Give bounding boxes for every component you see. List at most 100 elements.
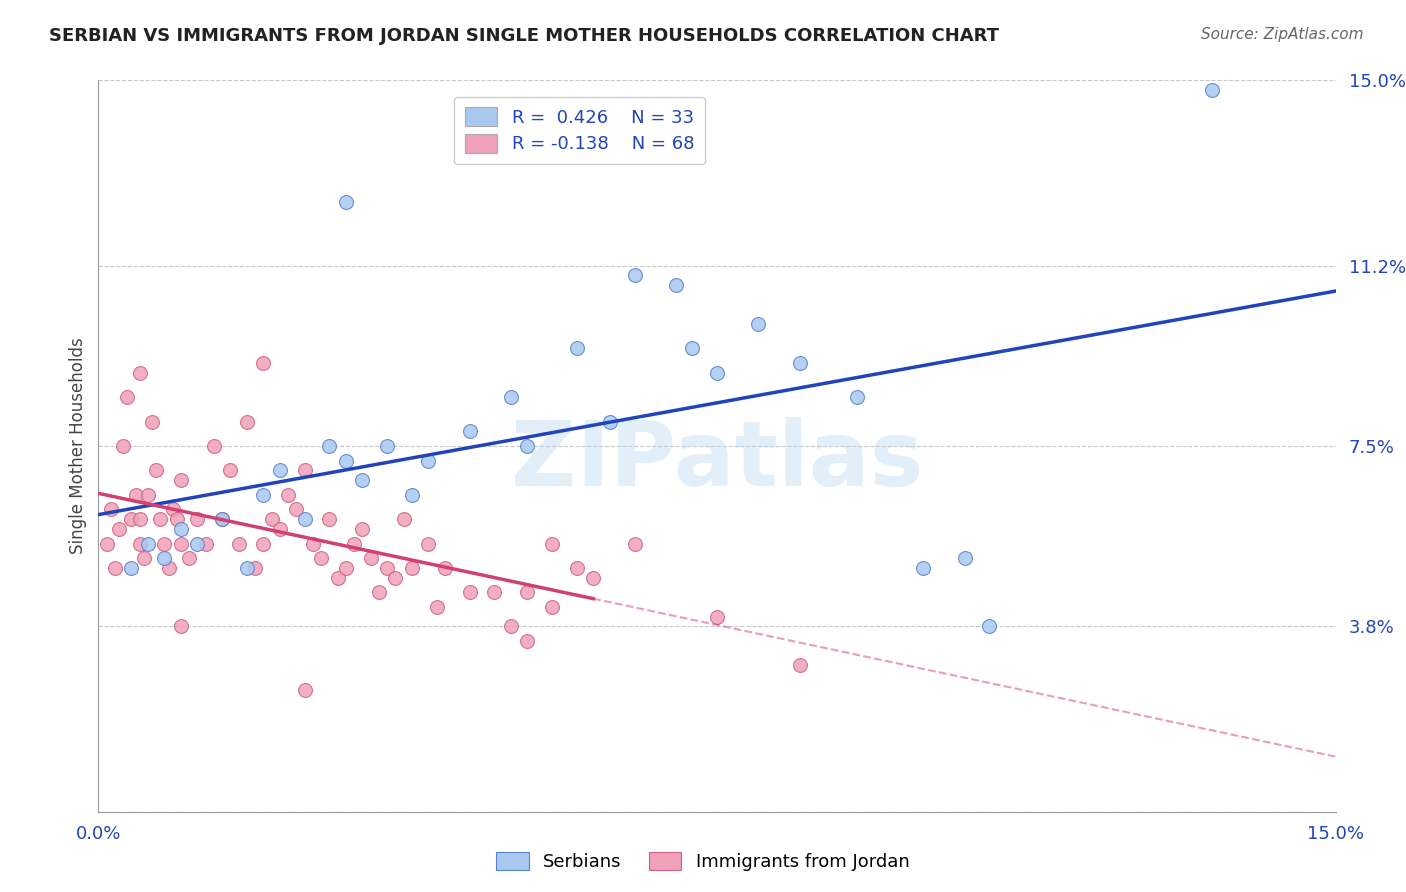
- Point: [499, 619, 522, 633]
- Point: [141, 415, 163, 429]
- Point: [706, 366, 728, 380]
- Point: [294, 682, 316, 697]
- Point: [117, 390, 139, 404]
- Point: [335, 195, 357, 210]
- Point: [565, 561, 588, 575]
- Point: [124, 488, 146, 502]
- Point: [149, 512, 172, 526]
- Point: [128, 512, 150, 526]
- Point: [120, 512, 142, 526]
- Point: [170, 473, 193, 487]
- Legend: R =  0.426    N = 33, R = -0.138    N = 68: R = 0.426 N = 33, R = -0.138 N = 68: [454, 96, 704, 164]
- Point: [145, 463, 167, 477]
- Point: [401, 561, 423, 575]
- Point: [104, 561, 127, 575]
- Point: [260, 512, 283, 526]
- Point: [132, 551, 155, 566]
- Point: [426, 599, 449, 614]
- Point: [236, 415, 259, 429]
- Point: [157, 561, 180, 575]
- Point: [170, 536, 193, 550]
- Point: [252, 488, 274, 502]
- Point: [979, 619, 1001, 633]
- Point: [108, 522, 131, 536]
- Point: [499, 390, 522, 404]
- Point: [318, 512, 340, 526]
- Point: [202, 439, 225, 453]
- Point: [516, 634, 538, 648]
- Point: [236, 561, 259, 575]
- Point: [219, 463, 242, 477]
- Point: [343, 536, 366, 550]
- Point: [367, 585, 389, 599]
- Point: [269, 522, 291, 536]
- Point: [269, 463, 291, 477]
- Point: [541, 599, 564, 614]
- Point: [681, 342, 703, 356]
- Point: [128, 366, 150, 380]
- Point: [252, 536, 274, 550]
- Point: [335, 453, 357, 467]
- Point: [384, 571, 406, 585]
- Point: [747, 317, 769, 331]
- Point: [179, 551, 201, 566]
- Point: [541, 536, 564, 550]
- Point: [211, 512, 233, 526]
- Point: [194, 536, 217, 550]
- Point: [418, 453, 440, 467]
- Point: [582, 571, 605, 585]
- Y-axis label: Single Mother Households: Single Mother Households: [69, 338, 87, 554]
- Point: [136, 536, 159, 550]
- Point: [100, 502, 122, 516]
- Point: [401, 488, 423, 502]
- Point: [458, 425, 481, 439]
- Text: Source: ZipAtlas.com: Source: ZipAtlas.com: [1201, 27, 1364, 42]
- Point: [458, 585, 481, 599]
- Point: [326, 571, 349, 585]
- Point: [352, 522, 374, 536]
- Point: [96, 536, 118, 550]
- Point: [153, 536, 176, 550]
- Point: [252, 356, 274, 370]
- Point: [294, 463, 316, 477]
- Point: [665, 278, 688, 293]
- Point: [153, 551, 176, 566]
- Point: [277, 488, 299, 502]
- Point: [912, 561, 935, 575]
- Point: [706, 609, 728, 624]
- Point: [375, 561, 398, 575]
- Point: [285, 502, 308, 516]
- Point: [128, 536, 150, 550]
- Point: [294, 512, 316, 526]
- Legend: Serbians, Immigrants from Jordan: Serbians, Immigrants from Jordan: [489, 845, 917, 879]
- Point: [1201, 83, 1223, 97]
- Point: [112, 439, 135, 453]
- Point: [392, 512, 415, 526]
- Point: [516, 585, 538, 599]
- Point: [302, 536, 325, 550]
- Point: [309, 551, 332, 566]
- Point: [375, 439, 398, 453]
- Point: [789, 356, 811, 370]
- Point: [162, 502, 184, 516]
- Point: [360, 551, 382, 566]
- Point: [335, 561, 357, 575]
- Point: [418, 536, 440, 550]
- Point: [846, 390, 869, 404]
- Point: [211, 512, 233, 526]
- Point: [186, 536, 208, 550]
- Text: ZIPatlas: ZIPatlas: [510, 417, 924, 505]
- Point: [170, 522, 193, 536]
- Point: [623, 268, 645, 283]
- Point: [599, 415, 621, 429]
- Point: [352, 473, 374, 487]
- Point: [516, 439, 538, 453]
- Point: [120, 561, 142, 575]
- Point: [166, 512, 188, 526]
- Point: [170, 619, 193, 633]
- Point: [228, 536, 250, 550]
- Point: [243, 561, 266, 575]
- Point: [484, 585, 506, 599]
- Text: SERBIAN VS IMMIGRANTS FROM JORDAN SINGLE MOTHER HOUSEHOLDS CORRELATION CHART: SERBIAN VS IMMIGRANTS FROM JORDAN SINGLE…: [49, 27, 1000, 45]
- Point: [433, 561, 456, 575]
